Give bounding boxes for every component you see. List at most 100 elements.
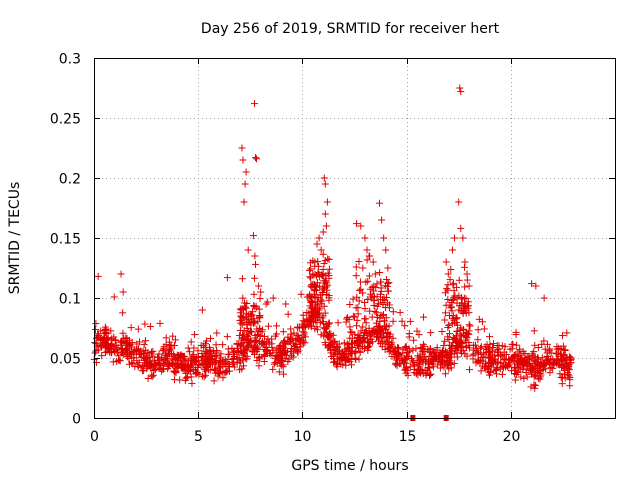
data-point xyxy=(382,322,390,330)
data-point xyxy=(531,341,539,349)
data-point xyxy=(238,144,246,152)
data-point xyxy=(239,156,247,164)
data-point xyxy=(447,303,455,311)
data-point xyxy=(566,356,574,364)
data-point xyxy=(557,360,565,368)
data-point xyxy=(352,272,360,280)
data-point xyxy=(426,370,434,378)
data-point xyxy=(356,287,364,295)
data-point xyxy=(547,349,555,357)
data-point xyxy=(533,354,541,362)
data-point xyxy=(325,341,333,349)
data-point xyxy=(561,346,569,354)
data-point xyxy=(134,345,142,353)
data-point xyxy=(452,315,460,323)
data-point xyxy=(528,364,536,372)
data-point xyxy=(376,199,384,207)
data-point xyxy=(395,350,403,358)
data-point xyxy=(255,282,263,290)
data-point xyxy=(461,350,469,358)
x-tick-labels: 0 5 10 15 20 xyxy=(90,429,520,445)
data-point xyxy=(444,270,452,278)
data-point xyxy=(453,299,461,307)
data-point xyxy=(352,304,360,312)
data-point xyxy=(206,346,214,354)
data-point xyxy=(371,270,379,278)
data-point xyxy=(323,198,331,206)
data-point xyxy=(481,360,489,368)
data-point xyxy=(477,367,485,375)
data-point xyxy=(300,331,308,339)
data-point xyxy=(514,367,522,375)
data-point xyxy=(352,356,360,364)
data-point xyxy=(289,339,297,347)
data-point xyxy=(125,354,133,362)
data-point xyxy=(448,296,456,304)
data-point xyxy=(95,346,103,354)
data-point xyxy=(223,333,231,341)
data-point xyxy=(242,314,250,322)
data-point xyxy=(563,329,571,337)
data-point xyxy=(330,338,338,346)
data-point xyxy=(543,340,551,348)
data-point xyxy=(250,100,258,108)
data-point xyxy=(314,294,322,302)
data-point xyxy=(321,180,329,188)
data-point xyxy=(166,343,174,351)
data-point xyxy=(446,330,454,338)
data-point xyxy=(470,346,478,354)
data-point xyxy=(405,330,413,338)
data-point xyxy=(303,317,311,325)
data-point xyxy=(273,322,281,330)
data-point xyxy=(320,174,328,182)
y-tick-label: 0.15 xyxy=(50,232,81,248)
data-point xyxy=(392,349,400,357)
data-point xyxy=(213,329,221,337)
data-point xyxy=(441,370,449,378)
data-point xyxy=(410,336,418,344)
data-point xyxy=(558,380,566,388)
data-point xyxy=(455,276,463,284)
data-point xyxy=(380,234,388,242)
data-point xyxy=(243,352,251,360)
data-point xyxy=(410,360,418,368)
data-point xyxy=(261,340,269,348)
data-point xyxy=(188,379,196,387)
data-point xyxy=(442,258,450,266)
data-point xyxy=(107,341,115,349)
y-tick-label: 0.25 xyxy=(50,112,81,128)
data-point xyxy=(370,301,378,309)
data-point xyxy=(210,377,218,385)
data-point xyxy=(446,347,454,355)
data-point xyxy=(242,168,250,176)
data-point xyxy=(353,293,361,301)
data-point xyxy=(318,271,326,279)
data-point xyxy=(361,299,369,307)
data-point xyxy=(92,340,100,348)
data-point xyxy=(320,260,328,268)
data-point xyxy=(148,373,156,381)
data-point xyxy=(402,356,410,364)
data-point xyxy=(357,285,365,293)
data-point xyxy=(464,330,472,338)
data-point xyxy=(384,287,392,295)
data-point xyxy=(444,353,452,361)
data-point xyxy=(429,349,437,357)
data-point xyxy=(313,240,321,248)
data-point xyxy=(368,292,376,300)
data-point xyxy=(146,323,154,331)
data-point xyxy=(212,341,220,349)
data-point xyxy=(264,322,272,330)
data-point xyxy=(494,348,502,356)
data-point xyxy=(376,278,384,286)
x-tick-label: 5 xyxy=(194,429,203,445)
data-point xyxy=(440,342,448,350)
data-point xyxy=(319,250,327,258)
data-point xyxy=(384,341,392,349)
data-point xyxy=(116,357,124,365)
data-point xyxy=(389,317,397,325)
data-point xyxy=(280,337,288,345)
data-point xyxy=(100,341,108,349)
data-point xyxy=(511,370,519,378)
data-point xyxy=(457,88,465,96)
